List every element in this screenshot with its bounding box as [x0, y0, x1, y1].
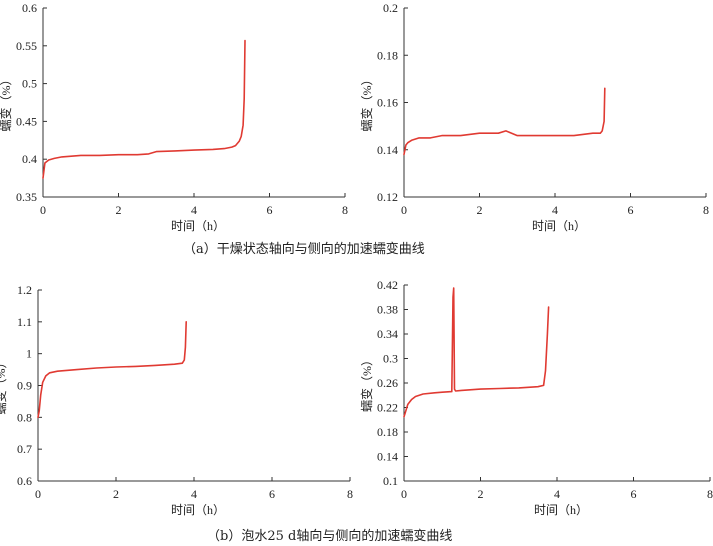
x-tick-label: 0 — [40, 203, 46, 217]
y-tick-label: 0.34 — [377, 327, 398, 341]
series-line — [403, 87, 606, 156]
y-tick-label: 0.22 — [377, 401, 398, 415]
y-tick-label: 0.18 — [377, 425, 398, 439]
x-tick-label: 8 — [707, 487, 713, 501]
series-line — [403, 287, 550, 418]
x-tick-label: 2 — [477, 203, 483, 217]
caption-b: （b）泡水25 d轴向与侧向的加速蠕变曲线 — [207, 529, 453, 544]
x-tick-label: 2 — [478, 487, 484, 501]
y-tick-label: 0.26 — [377, 376, 398, 390]
y-tick-label: 0.14 — [377, 450, 398, 464]
y-tick-label: 1.1 — [17, 315, 32, 329]
x-tick-label: 2 — [113, 487, 119, 501]
chart-1: 0 2 4 6 8 0.35 0.4 0.45 0.5 0.55 0.6 时间（h） 蠕变（%） — [0, 1, 348, 233]
series-line — [37, 320, 187, 419]
y-tick-label: 0.4 — [22, 152, 37, 166]
y-tick-label: 0.55 — [16, 39, 37, 53]
y-tick-label: 0.42 — [377, 278, 398, 292]
x-tick-label: 4 — [191, 487, 197, 501]
y-tick-label: 0.2 — [383, 1, 398, 15]
x-tick-label: 4 — [554, 487, 560, 501]
y-tick-label: 1 — [26, 347, 32, 361]
x-tick-label: 6 — [269, 487, 275, 501]
x-tick-label: 6 — [631, 487, 637, 501]
x-axis-label: 时间（h） — [534, 503, 588, 517]
x-tick-label: 0 — [401, 487, 407, 501]
x-tick-label: 6 — [267, 203, 273, 217]
y-tick-label: 0.35 — [16, 190, 37, 204]
y-tick-label: 0.16 — [377, 96, 398, 110]
x-tick-label: 2 — [116, 203, 122, 217]
y-tick-label: 0.5 — [22, 77, 37, 91]
x-axis-label: 时间（h） — [171, 219, 225, 233]
y-tick-label: 1.2 — [17, 283, 32, 297]
x-tick-label: 8 — [703, 203, 709, 217]
y-tick-label: 0.14 — [377, 143, 398, 157]
y-tick-label: 0.18 — [377, 48, 398, 62]
series-line — [42, 39, 246, 179]
x-tick-label: 0 — [35, 487, 41, 501]
chart-3: 0 2 4 6 8 0.6 0.7 0.8 0.9 1 1.1 1.2 时间（h） 蠕变（%） — [0, 283, 353, 517]
x-axis-label: 时间（h） — [532, 219, 586, 233]
x-tick-label: 8 — [342, 203, 348, 217]
x-tick-label: 0 — [401, 203, 407, 217]
charts-group: 0 2 4 6 8 0.35 0.4 0.45 0.5 0.55 0.6 时间（h） 蠕变（%） 0 2 4 6… — [0, 1, 713, 517]
y-axis-label: 蠕变（%） — [359, 74, 374, 132]
y-tick-label: 0.12 — [377, 190, 398, 204]
y-tick-label: 0.7 — [17, 442, 32, 456]
y-tick-label: 0.3 — [383, 352, 398, 366]
x-tick-label: 6 — [628, 203, 634, 217]
y-axis-label: 蠕变（%） — [359, 354, 374, 412]
y-tick-label: 0.45 — [16, 114, 37, 128]
caption-a: （a）干燥状态轴向与侧向的加速蠕变曲线 — [183, 242, 425, 257]
y-axis-label: 蠕变（%） — [0, 74, 13, 132]
y-tick-label: 0.1 — [383, 474, 398, 488]
x-tick-label: 4 — [552, 203, 558, 217]
x-axis-label: 时间（h） — [171, 503, 225, 517]
y-tick-label: 0.6 — [17, 474, 32, 488]
x-tick-label: 8 — [347, 487, 353, 501]
y-tick-label: 0.8 — [17, 410, 32, 424]
chart-4: 0 2 4 6 8 0.1 0.14 0.18 0.22 0.26 0.3 0.34 0.38 0.42 时… — [359, 278, 713, 517]
chart-2: 0 2 4 6 8 0.12 0.14 0.16 0.18 0.2 时间（h） 蠕变（%） — [359, 1, 709, 233]
y-tick-label: 0.38 — [377, 303, 398, 317]
y-tick-label: 0.9 — [17, 379, 32, 393]
y-axis-label: 蠕变（%） — [0, 357, 8, 415]
y-tick-label: 0.6 — [22, 1, 37, 15]
x-tick-label: 4 — [191, 203, 197, 217]
